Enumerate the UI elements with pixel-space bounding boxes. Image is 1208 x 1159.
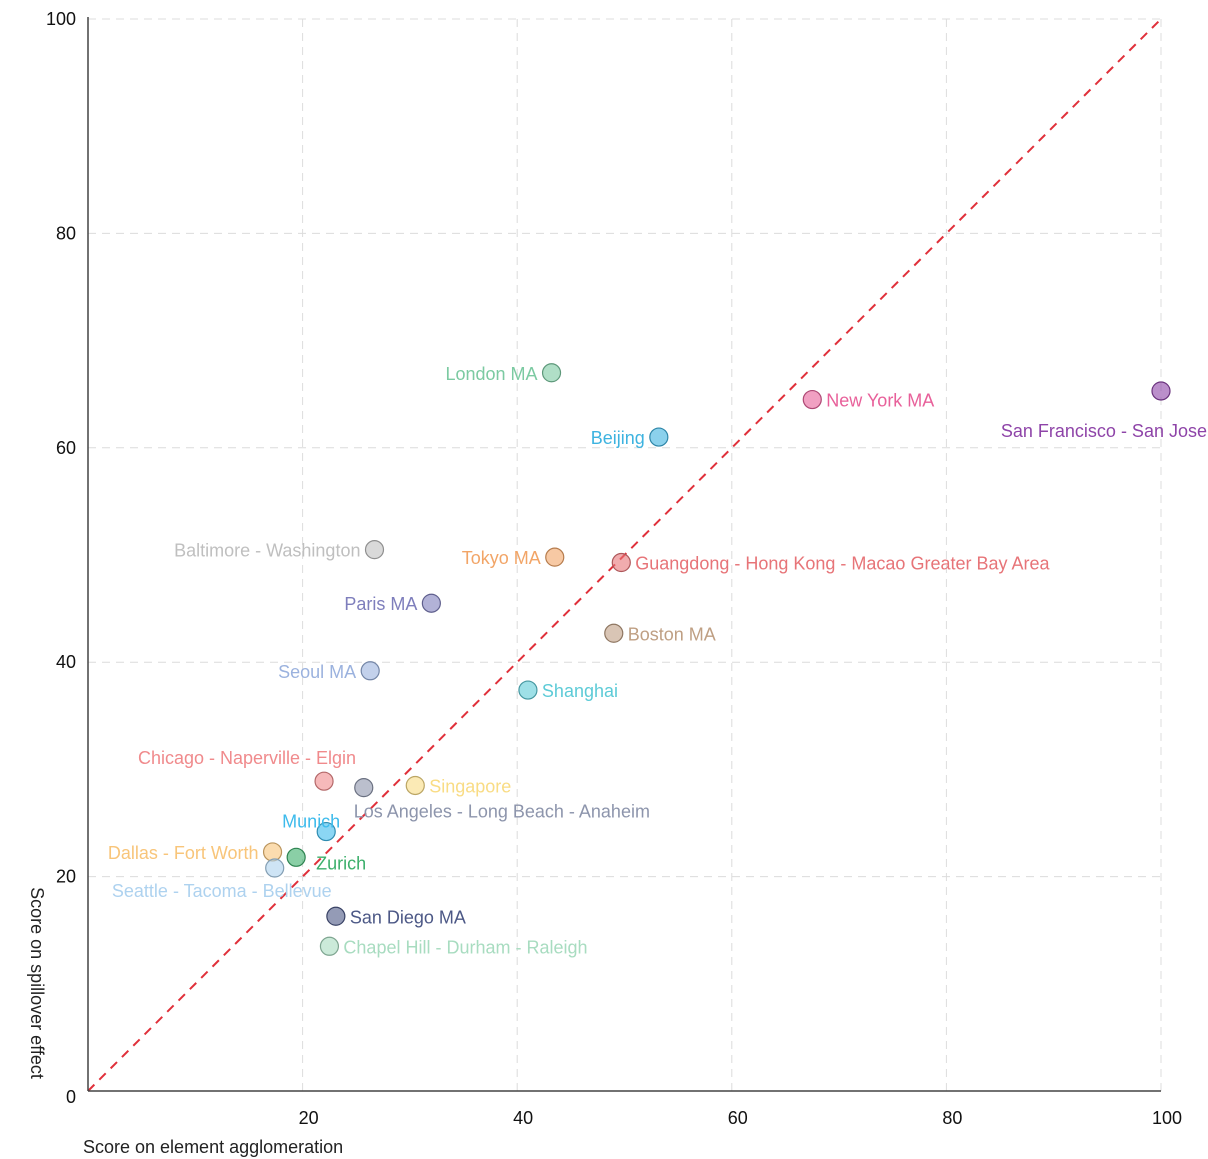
y-tick-label-20: 20	[56, 867, 76, 887]
point-label-seattle-tacoma-bellevue: Seattle - Tacoma - Bellevue	[112, 881, 332, 901]
point-label-beijing: Beijing	[591, 428, 645, 448]
point-beijing	[649, 427, 669, 447]
point-san-diego-ma	[326, 906, 346, 926]
point-label-boston-ma: Boston MA	[628, 624, 716, 644]
x-tick-label-100: 100	[1152, 1108, 1182, 1128]
point-label-baltimore-washington: Baltimore - Washington	[174, 541, 360, 561]
point-label-guangdong-hong-kong-macao-greater-bay-area: Guangdong - Hong Kong - Macao Greater Ba…	[635, 554, 1050, 574]
y-tick-label-0: 0	[66, 1087, 76, 1107]
point-label-seoul-ma: Seoul MA	[278, 662, 356, 682]
point-los-angeles-long-beach-anaheim	[354, 778, 374, 798]
point-chapel-hill-durham-raleigh	[319, 936, 340, 956]
point-zurich	[286, 847, 306, 867]
point-paris-ma	[421, 593, 441, 613]
x-tick-label-60: 60	[728, 1108, 748, 1128]
point-dallas-fort-worth	[262, 842, 283, 862]
point-baltimore-washington	[364, 540, 385, 560]
point-chicago-naperville-elgin	[314, 771, 334, 791]
y-tick-label-60: 60	[56, 438, 76, 458]
grid-lines	[88, 18, 1162, 1091]
point-label-new-york-ma: New York MA	[826, 391, 934, 411]
point-label-shanghai: Shanghai	[542, 681, 618, 701]
point-boston-ma	[604, 623, 624, 643]
point-shanghai	[518, 680, 538, 700]
point-label-dallas-fort-worth: Dallas - Fort Worth	[108, 843, 259, 863]
point-label-munich: Munich	[282, 812, 340, 832]
point-london-ma	[541, 363, 562, 383]
point-label-london-ma: London MA	[445, 364, 537, 384]
point-munich	[316, 821, 336, 842]
y-tick-label-80: 80	[56, 223, 76, 243]
x-tick-label-20: 20	[299, 1108, 319, 1128]
point-singapore	[405, 775, 425, 796]
x-axis-title: Score on element agglomeration	[83, 1137, 343, 1157]
data-points	[262, 363, 1171, 956]
point-seoul-ma	[360, 661, 380, 681]
y-tick-label-40: 40	[56, 652, 76, 672]
y-axis-title: Score on spillover effect	[27, 887, 47, 1079]
point-label-chapel-hill-durham-raleigh: Chapel Hill - Durham - Raleigh	[343, 937, 587, 957]
x-tick-label-80: 80	[942, 1108, 962, 1128]
y-tick-labels: 0 20 40 60 80 100	[46, 9, 76, 1107]
point-label-tokyo-ma: Tokyo MA	[462, 548, 541, 568]
point-tokyo-ma	[545, 547, 565, 567]
point-new-york-ma	[802, 389, 822, 410]
point-san-francisco-san-jose	[1151, 381, 1171, 401]
y-tick-label-100: 100	[46, 9, 76, 29]
x-tick-labels: 20 40 60 80 100	[299, 1108, 1182, 1128]
point-label-chicago-naperville-elgin: Chicago - Naperville - Elgin	[138, 748, 356, 768]
x-tick-label-40: 40	[513, 1108, 533, 1128]
point-label-los-angeles-long-beach-anaheim: Los Angeles - Long Beach - Anaheim	[354, 802, 650, 822]
point-seattle-tacoma-bellevue	[265, 858, 285, 878]
axes	[87, 17, 1161, 1092]
point-label-zurich: Zurich	[316, 853, 366, 873]
point-labels: San Francisco - San Jose New York MA Londo…	[108, 364, 1207, 958]
point-label-san-diego-ma: San Diego MA	[350, 907, 466, 927]
point-label-paris-ma: Paris MA	[344, 594, 417, 614]
point-guangdong-hong-kong-macao-greater-bay-area	[611, 552, 631, 573]
point-label-san-francisco-san-jose: San Francisco - San Jose	[1001, 421, 1207, 441]
point-label-singapore: Singapore	[429, 776, 511, 796]
